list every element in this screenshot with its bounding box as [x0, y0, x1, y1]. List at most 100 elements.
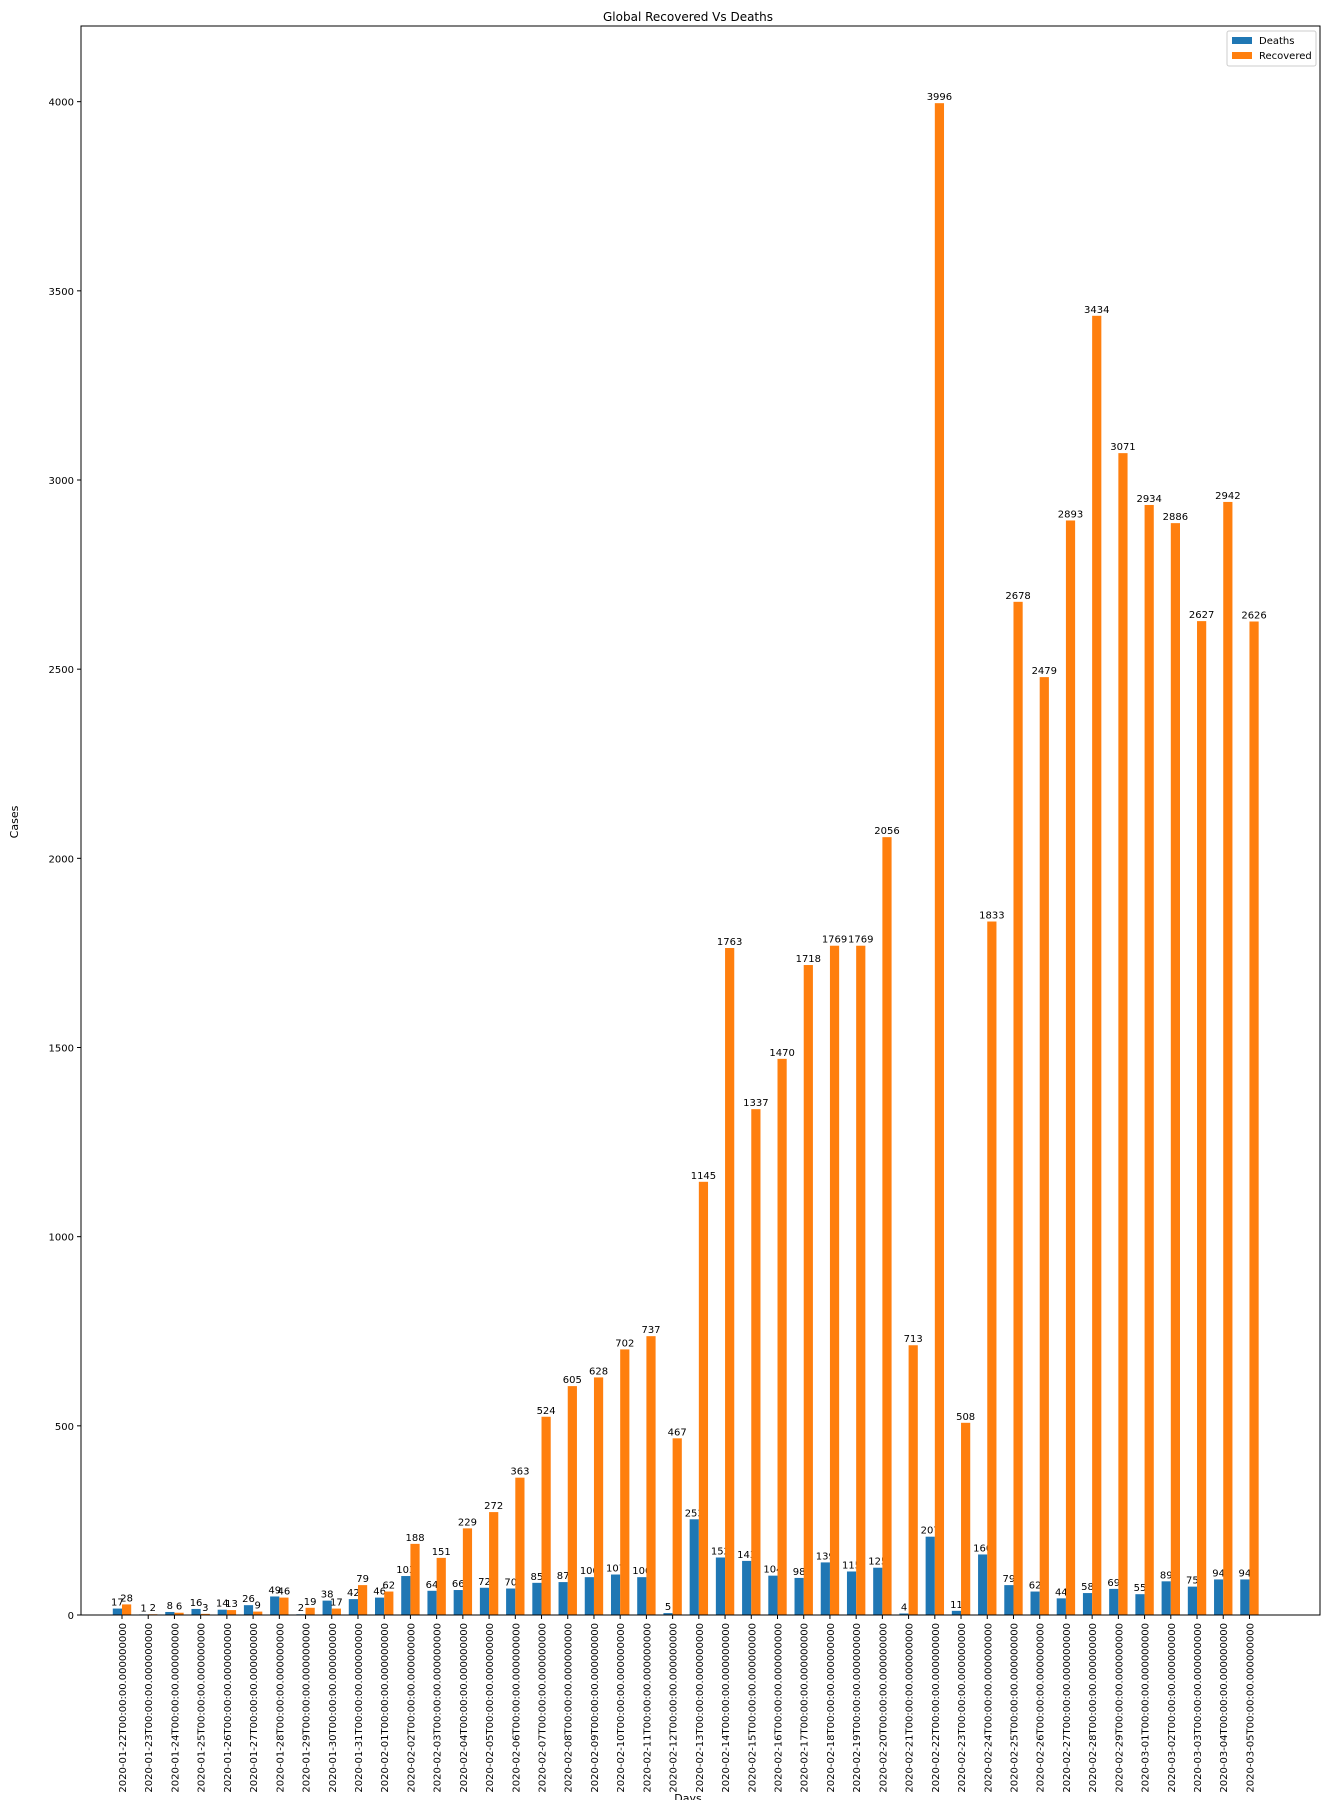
recovered-value-label: 363 [510, 1467, 529, 1478]
x-tick-label: 2020-03-03T00:00:00.000000000 [1193, 1623, 1204, 1793]
recovered-bar [1039, 677, 1049, 1615]
deaths-bar [663, 1613, 673, 1615]
recovered-bar [882, 837, 892, 1615]
deaths-value-label: 58 [1081, 1582, 1094, 1593]
recovered-value-label: 1337 [743, 1098, 768, 1109]
deaths-bar [873, 1567, 883, 1615]
x-tick-label: 2020-01-22T00:00:00.000000000 [118, 1623, 129, 1793]
recovered-value-label: 3071 [1110, 442, 1135, 453]
recovered-bar [515, 1477, 525, 1615]
recovered-bar [253, 1611, 263, 1615]
x-tick-label: 2020-02-10T00:00:00.000000000 [616, 1623, 627, 1793]
recovered-value-label: 79 [356, 1574, 369, 1585]
x-tick-label: 2020-02-15T00:00:00.000000000 [747, 1623, 758, 1793]
y-tick-label: 2500 [49, 665, 74, 676]
x-tick-label: 2020-02-05T00:00:00.000000000 [485, 1623, 496, 1793]
deaths-bar [1161, 1581, 1171, 1615]
deaths-bar [1109, 1588, 1119, 1615]
deaths-bar [1030, 1591, 1040, 1615]
recovered-value-label: 1769 [822, 935, 847, 946]
recovered-bar [1197, 621, 1207, 1615]
recovered-value-label: 1470 [769, 1048, 794, 1059]
x-tick-label: 2020-02-23T00:00:00.000000000 [957, 1623, 968, 1793]
recovered-bar [279, 1597, 289, 1615]
deaths-value-label: 94 [1238, 1568, 1251, 1579]
recovered-value-label: 46 [278, 1587, 291, 1598]
deaths-bar [427, 1590, 437, 1615]
recovered-value-label: 229 [458, 1517, 477, 1528]
recovered-bar [646, 1336, 656, 1615]
x-tick-label: 2020-02-08T00:00:00.000000000 [564, 1623, 575, 1793]
recovered-bar [541, 1416, 551, 1615]
recovered-bar [777, 1058, 787, 1615]
recovered-value-label: 3434 [1084, 305, 1109, 316]
deaths-bar [1004, 1585, 1014, 1615]
deaths-bar [112, 1608, 122, 1615]
deaths-value-label: 62 [1029, 1581, 1042, 1592]
deaths-value-label: 1 [140, 1604, 146, 1615]
deaths-value-label: 115 [842, 1560, 861, 1571]
recovered-bar [1249, 621, 1259, 1615]
recovered-value-label: 628 [589, 1366, 608, 1377]
recovered-value-label: 1145 [691, 1171, 716, 1182]
recovered-value-label: 2479 [1032, 666, 1057, 677]
deaths-value-label: 4 [901, 1602, 907, 1613]
deaths-bar [584, 1577, 594, 1615]
recovered-value-label: 272 [484, 1501, 503, 1512]
recovered-bar [620, 1349, 630, 1615]
deaths-bar [270, 1596, 280, 1615]
recovered-value-label: 737 [641, 1325, 660, 1336]
x-tick-label: 2020-02-27T00:00:00.000000000 [1062, 1623, 1073, 1793]
deaths-bar [348, 1599, 358, 1615]
x-tick-label: 2020-02-04T00:00:00.000000000 [459, 1623, 470, 1793]
recovered-value-label: 28 [120, 1593, 133, 1604]
recovered-value-label: 2942 [1215, 491, 1240, 502]
legend-swatch-deaths [1232, 37, 1252, 44]
x-tick-label: 2020-01-29T00:00:00.000000000 [302, 1623, 313, 1793]
deaths-bar [532, 1582, 542, 1615]
deaths-value-label: 38 [321, 1590, 334, 1601]
deaths-value-label: 160 [973, 1543, 992, 1554]
recovered-bar [200, 1613, 210, 1615]
deaths-value-label: 72 [478, 1577, 491, 1588]
y-tick-label: 2000 [49, 854, 74, 865]
deaths-value-label: 125 [868, 1557, 887, 1568]
recovered-bar [1144, 504, 1154, 1616]
deaths-value-label: 94 [1212, 1568, 1225, 1579]
recovered-value-label: 188 [405, 1533, 424, 1544]
recovered-value-label: 2626 [1241, 610, 1266, 621]
x-tick-label: 2020-02-13T00:00:00.000000000 [695, 1623, 706, 1793]
recovered-bar [1223, 501, 1233, 1615]
x-tick-label: 2020-02-09T00:00:00.000000000 [590, 1623, 601, 1793]
deaths-value-label: 5 [665, 1602, 671, 1613]
deaths-value-label: 14 [216, 1599, 229, 1610]
recovered-value-label: 2678 [1005, 591, 1030, 602]
x-tick-label: 2020-02-07T00:00:00.000000000 [538, 1623, 549, 1793]
y-tick-label: 0 [68, 1611, 74, 1622]
deaths-bar [243, 1605, 254, 1615]
recovered-bar [725, 947, 735, 1615]
y-tick-label: 500 [55, 1422, 74, 1433]
deaths-bar [951, 1610, 962, 1615]
recovered-bar [698, 1181, 709, 1615]
deaths-bar [820, 1562, 830, 1615]
x-tick-label: 2020-02-18T00:00:00.000000000 [826, 1623, 837, 1793]
chart-title: Global Recovered Vs Deaths [603, 10, 773, 24]
deaths-bar [401, 1576, 411, 1615]
recovered-value-label: 62 [382, 1581, 395, 1592]
deaths-value-label: 207 [921, 1526, 940, 1537]
deaths-value-label: 87 [557, 1571, 570, 1582]
deaths-value-label: 8 [167, 1601, 173, 1612]
recovered-bar [856, 945, 866, 1615]
deaths-bar [899, 1613, 909, 1615]
recovered-bar [1092, 315, 1102, 1615]
recovered-bar [357, 1585, 368, 1615]
deaths-value-label: 75 [1186, 1576, 1199, 1587]
recovered-bar [384, 1591, 394, 1615]
x-tick-label: 2020-02-06T00:00:00.000000000 [511, 1623, 522, 1793]
recovered-value-label: 1833 [979, 911, 1004, 922]
deaths-bar [453, 1590, 463, 1615]
x-tick-label: 2020-01-27T00:00:00.000000000 [249, 1623, 260, 1793]
